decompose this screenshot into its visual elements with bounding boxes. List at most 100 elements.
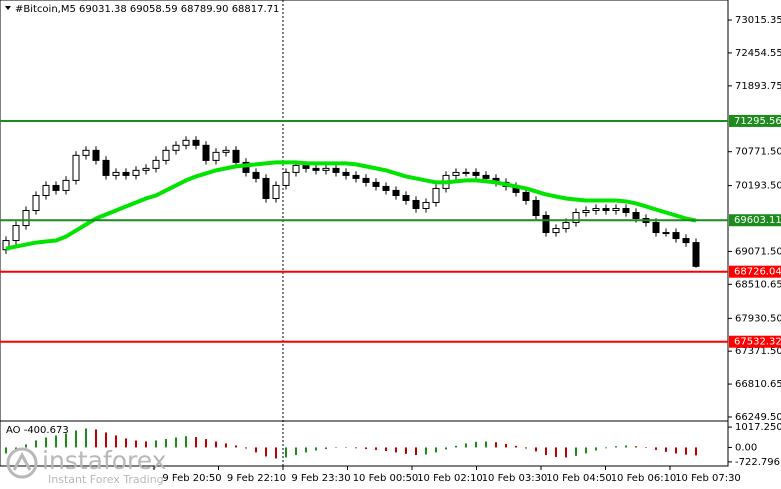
- candle-body: [172, 144, 180, 151]
- ao-bar: [255, 447, 257, 453]
- ao-bar: [655, 447, 657, 450]
- ao-bar: [525, 447, 527, 449]
- candle-body: [542, 214, 550, 234]
- ao-bar: [245, 447, 247, 449]
- level-label: 68726.04: [734, 267, 781, 278]
- ao-bar: [225, 443, 227, 448]
- candle-body: [122, 171, 130, 176]
- candle-body: [162, 149, 170, 161]
- candle-body: [92, 149, 100, 161]
- candle-body: [252, 171, 260, 179]
- ao-bar: [65, 433, 67, 448]
- ao-bar: [455, 445, 457, 448]
- candle-body: [72, 154, 80, 181]
- candle-body: [452, 171, 460, 176]
- ao-bar: [55, 435, 57, 448]
- candle-body: [672, 232, 680, 240]
- y-tick-label: 69071.50: [735, 246, 781, 257]
- ao-bar: [365, 447, 367, 450]
- ao-bar: [105, 432, 107, 448]
- ao-bar: [85, 428, 87, 448]
- ao-bar: [5, 447, 7, 454]
- plot-frame: [0, 0, 729, 467]
- ao-bar: [535, 447, 537, 452]
- menu-arrow: [5, 6, 11, 10]
- ao-bar: [405, 447, 407, 454]
- x-tick-label: 9 Feb 20:50: [162, 473, 221, 484]
- ao-bar: [15, 447, 17, 450]
- ao-bar: [545, 447, 547, 456]
- ao-bar: [185, 436, 187, 448]
- candle-body: [592, 208, 600, 211]
- candle-body: [292, 164, 300, 173]
- ao-bar: [265, 447, 267, 457]
- candle-body: [112, 171, 120, 176]
- level-label: 71295.56: [734, 116, 781, 127]
- ao-bar: [385, 447, 387, 452]
- candle-body: [342, 171, 350, 176]
- ao-tick-label: 0.00: [735, 442, 757, 453]
- candle-body: [312, 167, 320, 171]
- ao-bar: [665, 447, 667, 452]
- candle-body: [432, 187, 440, 203]
- ao-bar: [605, 447, 607, 449]
- ao-bar: [285, 447, 287, 458]
- ao-bar: [515, 445, 517, 448]
- level-label: 67532.32: [734, 337, 781, 348]
- ao-bar: [165, 439, 167, 448]
- ao-bar: [75, 430, 77, 448]
- candle-body: [102, 159, 110, 176]
- ao-tick-label: 1017.250: [735, 422, 781, 433]
- ao-bar: [485, 441, 487, 448]
- brand: instaforex: [42, 446, 167, 475]
- candle-body: [602, 208, 610, 211]
- candle-body: [612, 208, 620, 211]
- candle-body: [652, 222, 660, 234]
- level-badge: [729, 114, 781, 127]
- ao-bar: [575, 447, 577, 456]
- ao-bar: [175, 437, 177, 448]
- y-tick-label: 72454.55: [735, 48, 781, 59]
- ao-bar: [305, 447, 307, 453]
- x-tick-label: 10 Feb 00:50: [353, 473, 419, 484]
- ao-bar: [595, 447, 597, 451]
- ao-bar: [25, 444, 27, 448]
- candle-body: [212, 151, 220, 161]
- ao-bar: [325, 447, 327, 450]
- ao-bar: [645, 447, 647, 448]
- y-tick-label: 70193.50: [735, 181, 781, 192]
- ao-bar: [675, 447, 677, 454]
- ao-bar: [195, 437, 197, 448]
- ao-bar: [695, 447, 697, 456]
- candle-body: [522, 191, 530, 201]
- candle-body: [382, 185, 390, 191]
- ao-bar: [235, 445, 237, 448]
- ao-bar: [425, 447, 427, 455]
- candle-body: [322, 167, 330, 171]
- ao-bar: [205, 439, 207, 448]
- ao-title: AO -400.673: [6, 425, 69, 436]
- ao-bar: [615, 446, 617, 448]
- candle-body: [622, 208, 630, 213]
- x-tick-label: 10 Feb 02:10: [417, 473, 483, 484]
- ao-bar: [555, 447, 557, 458]
- candle-body: [422, 201, 430, 210]
- ao-bar: [635, 446, 637, 448]
- ao-bar: [415, 447, 417, 456]
- candle-body: [582, 210, 590, 213]
- candle-body: [192, 139, 200, 146]
- candle-body: [462, 171, 470, 174]
- ao-bar: [565, 447, 567, 458]
- ao-bar: [505, 443, 507, 448]
- level-label: 69603.11: [734, 215, 781, 226]
- candle-body: [132, 169, 140, 176]
- candle-body: [182, 139, 190, 146]
- candle-body: [22, 210, 30, 227]
- marks: [2, 136, 700, 459]
- ao-bar: [345, 447, 347, 448]
- tagline: Instant Forex Trading: [48, 473, 164, 486]
- candle-body: [62, 179, 70, 191]
- ao-bar: [465, 443, 467, 448]
- y-tick-label: 67930.50: [735, 313, 781, 324]
